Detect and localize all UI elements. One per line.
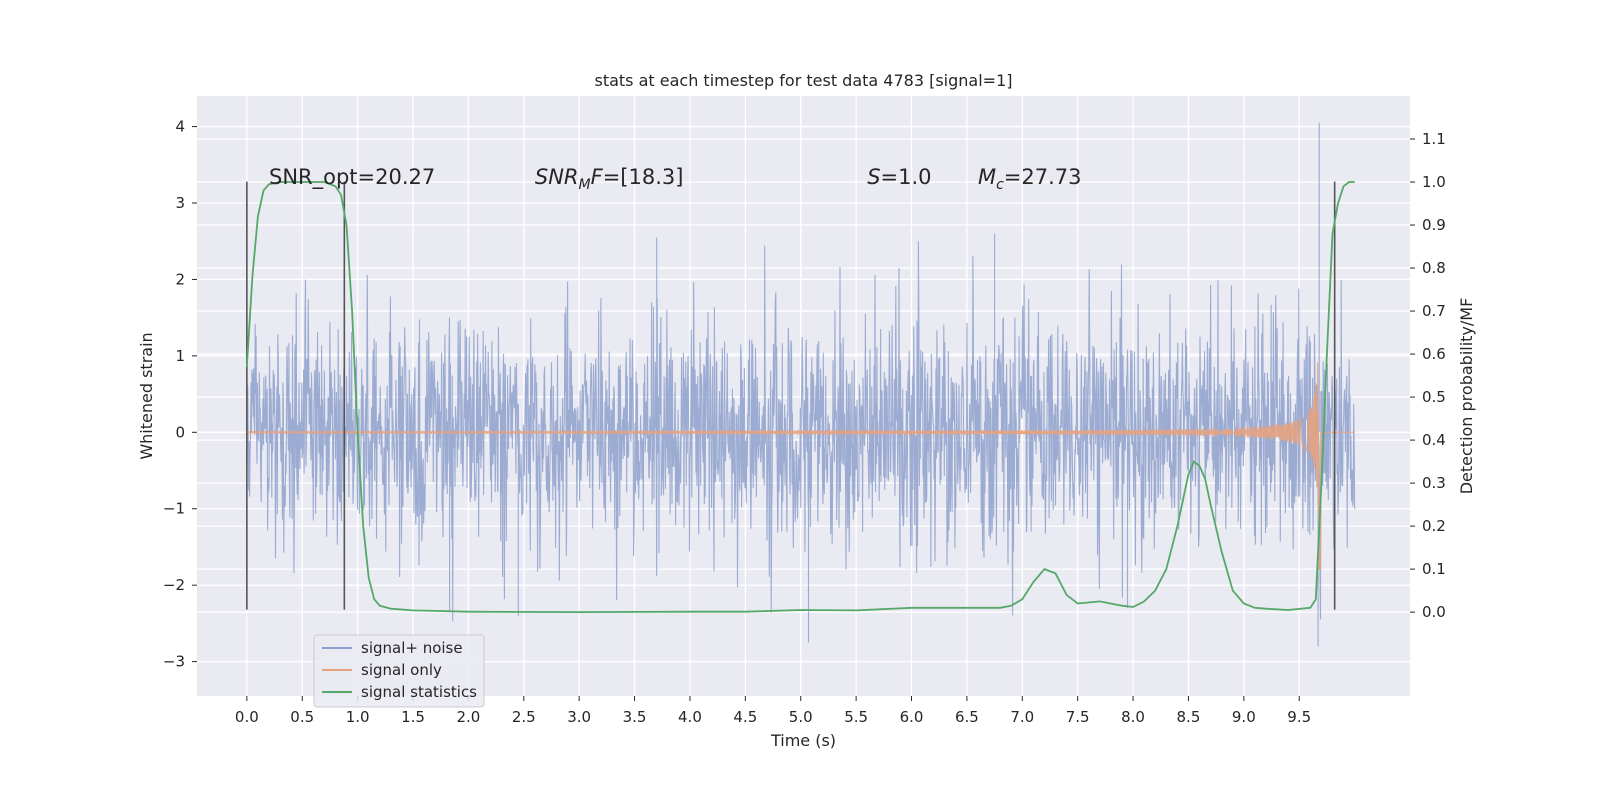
x-tick-label: 3.0 bbox=[567, 708, 591, 726]
annotation-s-rest: =1.0 bbox=[881, 165, 932, 189]
x-tick-label: 5.0 bbox=[789, 708, 813, 726]
annotation-mc-sub: c bbox=[996, 177, 1004, 193]
annotation-snr-mf: SNRMF=[18.3] bbox=[535, 165, 684, 193]
legend-box bbox=[313, 634, 485, 708]
x-tick-label: 2.5 bbox=[512, 708, 536, 726]
annotation-snr-mf-f: F bbox=[591, 165, 604, 189]
y2-tick-label: 0.8 bbox=[1422, 259, 1446, 277]
x-tick-label: 2.0 bbox=[456, 708, 480, 726]
x-tick-label: 7.5 bbox=[1066, 708, 1090, 726]
annotation-s: S=1.0 bbox=[867, 165, 931, 189]
x-tick-label: 9.5 bbox=[1287, 708, 1311, 726]
y-tick-label: −3 bbox=[163, 653, 185, 671]
y2-tick-label: 0.6 bbox=[1422, 345, 1446, 363]
x-tick-label: 8.0 bbox=[1121, 708, 1145, 726]
y-tick-label: −2 bbox=[163, 576, 185, 594]
y-tick-label: −1 bbox=[163, 500, 185, 518]
series-signal-statistics bbox=[245, 181, 1355, 614]
x-axis-label: Time (s) bbox=[770, 731, 836, 750]
y2-axis-ticks: 0.0 0.1 0.2 0.3 0.4 0.5 0.6 0.7 0.8 0.9 1.0 1.1 bbox=[1410, 130, 1446, 621]
annotation-snr-mf-rest: =[18.3] bbox=[603, 165, 684, 189]
legend-label-signal-only: signal only bbox=[361, 661, 442, 679]
annotation-snr-mf-main: SNR bbox=[535, 165, 579, 189]
x-tick-label: 3.5 bbox=[623, 708, 647, 726]
y2-tick-label: 0.1 bbox=[1422, 560, 1446, 578]
series-signal-only-line bbox=[246, 362, 1355, 570]
x-tick-label: 7.0 bbox=[1010, 708, 1034, 726]
y2-tick-label: 0.0 bbox=[1422, 603, 1446, 621]
y2-tick-label: 0.7 bbox=[1422, 302, 1446, 320]
y-axis-ticks: −3 −2 −1 0 1 2 3 4 bbox=[163, 118, 197, 671]
legend: signal+ noise signal only signal statist… bbox=[313, 634, 485, 708]
annotation-mc-rest: =27.73 bbox=[1004, 165, 1082, 189]
x-tick-label: 4.5 bbox=[733, 708, 757, 726]
y2-tick-label: 0.4 bbox=[1422, 431, 1446, 449]
x-tick-label: 0.5 bbox=[290, 708, 314, 726]
series-signal-only bbox=[246, 362, 1355, 570]
y-tick-label: 1 bbox=[175, 347, 185, 365]
y2-tick-label: 0.3 bbox=[1422, 474, 1446, 492]
x-tick-label: 1.0 bbox=[346, 708, 370, 726]
y2-tick-label: 0.2 bbox=[1422, 517, 1446, 535]
annotation-snr-mf-sub: M bbox=[579, 177, 591, 193]
annotation-mc-main: M bbox=[978, 165, 996, 189]
y-axis-label: Whitened strain bbox=[137, 332, 156, 459]
y2-tick-label: 1.1 bbox=[1422, 130, 1446, 148]
x-tick-label: 0.0 bbox=[235, 708, 259, 726]
legend-label-signal-noise: signal+ noise bbox=[361, 639, 463, 657]
y-tick-label: 2 bbox=[175, 270, 185, 288]
vertical-markers bbox=[246, 181, 1336, 610]
annotations: SNR_opt=20.27 SNRMF=[18.3] S=1.0 Mc=27.7… bbox=[269, 165, 1082, 193]
x-tick-label: 5.5 bbox=[844, 708, 868, 726]
y-tick-label: 0 bbox=[175, 423, 185, 441]
x-tick-label: 8.5 bbox=[1177, 708, 1201, 726]
y2-tick-label: 0.5 bbox=[1422, 388, 1446, 406]
annotation-snr-opt: SNR_opt=20.27 bbox=[269, 165, 435, 190]
y2-tick-label: 0.9 bbox=[1422, 216, 1446, 234]
x-tick-label: 1.5 bbox=[401, 708, 425, 726]
series-signal-statistics-line bbox=[245, 181, 1355, 614]
annotation-s-main: S bbox=[867, 165, 880, 189]
x-tick-label: 6.5 bbox=[955, 708, 979, 726]
x-tick-label: 9.0 bbox=[1232, 708, 1256, 726]
y2-axis-label: Detection probability/MF bbox=[1457, 298, 1476, 495]
x-tick-label: 4.0 bbox=[678, 708, 702, 726]
x-axis-ticks: 0.0 0.5 1.0 1.5 2.0 2.5 3.0 3.5 4.0 4.5 5.0 5.5 6.0 6… bbox=[235, 696, 1311, 726]
annotation-mc: Mc=27.73 bbox=[978, 165, 1082, 193]
y-tick-label: 4 bbox=[175, 118, 185, 136]
y-tick-label: 3 bbox=[175, 194, 185, 212]
y2-tick-label: 1.0 bbox=[1422, 173, 1446, 191]
x-tick-label: 6.0 bbox=[900, 708, 924, 726]
chart-title: stats at each timestep for test data 478… bbox=[594, 71, 1012, 90]
legend-label-signal-statistics: signal statistics bbox=[361, 683, 477, 701]
